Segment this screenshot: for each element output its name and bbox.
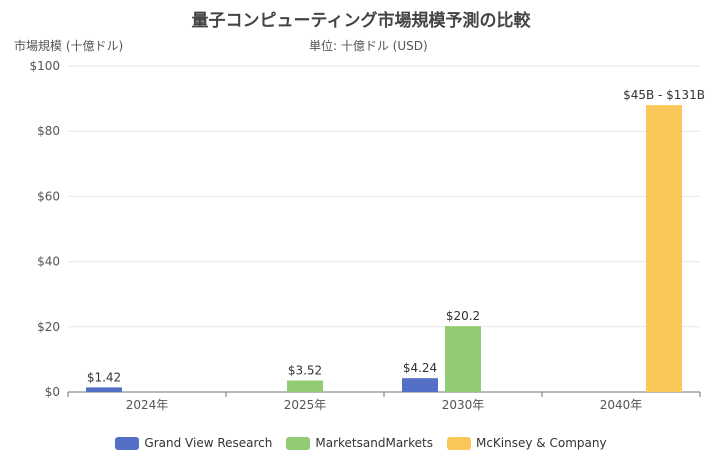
x-tick-label: 2024年 [126,398,169,412]
legend-label: McKinsey & Company [475,436,607,450]
legend: Grand View Research MarketsandMarkets Mc… [0,436,722,450]
y-tick-label: $60 [37,189,60,203]
legend-item-grand-view[interactable]: Grand View Research [115,436,272,450]
bar [287,380,323,392]
bar [402,378,438,392]
y-tick-label: $20 [37,320,60,334]
y-tick-label: $40 [37,255,60,269]
x-tick-label: 2025年 [284,398,327,412]
data-label: $45B - $131B [623,88,705,102]
y-axis-label: 市場規模 (十億ドル) [14,39,124,53]
bar [646,105,682,393]
y-tick-label: $0 [45,385,60,399]
x-tick-label: 2040年 [600,398,643,412]
data-label: $20.2 [446,309,480,323]
legend-swatch [115,436,140,450]
legend-swatch [286,436,311,450]
y-tick-label: $100 [29,59,60,73]
bar [445,326,481,392]
legend-label: MarketsandMarkets [315,436,433,450]
legend-item-marketsandmarkets[interactable]: MarketsandMarkets [286,436,433,450]
data-label: $3.52 [288,364,322,378]
unit-note: 単位: 十億ドル (USD) [309,39,428,53]
data-label: $1.42 [87,370,121,384]
chart-title: 量子コンピューティング市場規模予測の比較 [191,11,531,31]
data-label: $4.24 [403,361,437,375]
y-tick-label: $80 [37,124,60,138]
x-tick-label: 2030年 [442,398,485,412]
legend-swatch [446,436,471,450]
bar [86,387,122,392]
legend-item-mckinsey[interactable]: McKinsey & Company [446,436,607,450]
bar-chart: $0 $20 $40 $60 $80 $100 2024年 2025年 2030年 2040年 $1… [29,59,705,412]
legend-label: Grand View Research [144,436,273,450]
